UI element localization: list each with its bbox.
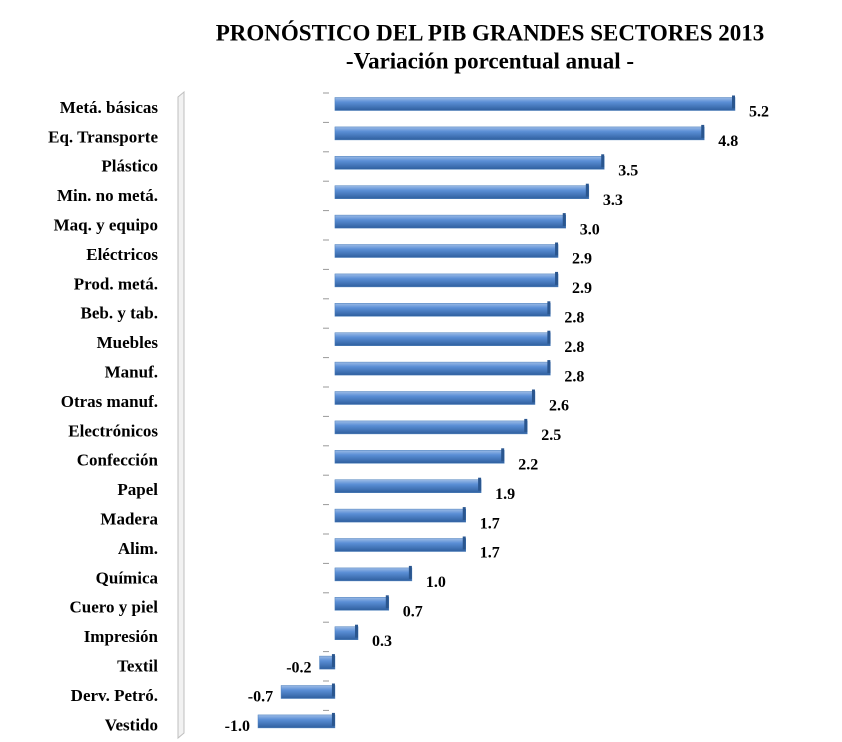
value-label: 3.3 (603, 192, 623, 209)
bar-side (547, 330, 551, 344)
bar-side (462, 507, 466, 521)
value-label: 2.9 (572, 251, 592, 268)
y-tick-label: Textil (117, 657, 158, 676)
value-label: -0.7 (248, 689, 273, 706)
y-tick-label: Eléctricos (86, 245, 158, 264)
y-tick-label: Muebles (97, 333, 159, 352)
value-label: 2.5 (541, 427, 561, 444)
bar (280, 685, 336, 699)
bar (334, 156, 605, 170)
value-label: 2.2 (518, 456, 538, 473)
bar-side (531, 389, 535, 403)
bar-side (547, 360, 551, 374)
y-tick-label: Manuf. (105, 363, 158, 382)
bar-side (501, 448, 505, 462)
value-label: 2.8 (564, 339, 584, 356)
bar (334, 420, 528, 435)
bar (334, 626, 359, 640)
y-tick-label: Papel (117, 480, 158, 499)
bar-side (555, 271, 559, 285)
y-tick-label: Química (96, 568, 159, 587)
chart-subtitle: -Variación porcentual anual - (346, 48, 634, 73)
bar (334, 361, 551, 376)
y-tick-label: Min. no metá. (57, 186, 158, 205)
value-label: 1.9 (495, 486, 515, 503)
bar (334, 597, 390, 611)
value-label: -1.0 (225, 718, 250, 735)
y-tick-label: Eq. Transporte (48, 127, 158, 146)
bar (334, 567, 413, 582)
bar (334, 185, 590, 199)
y-tick-label: Maq. y equipo (54, 216, 158, 235)
bar (334, 391, 536, 405)
bar-side (701, 124, 705, 138)
chart-title: PRONÓSTICO DEL PIB GRANDES SECTORES 2013 (216, 19, 765, 45)
value-label: 2.8 (564, 368, 584, 385)
bar-side (355, 624, 359, 638)
value-label: 3.0 (580, 221, 600, 238)
bar (334, 508, 466, 523)
bar-side (331, 712, 335, 726)
value-label: 0.7 (403, 603, 423, 620)
bar-side (562, 213, 566, 227)
y-tick-label: Confección (77, 451, 159, 470)
axis-wall (177, 90, 185, 740)
bar-side (331, 683, 335, 697)
y-tick-label: Impresión (84, 627, 159, 646)
bar (334, 538, 466, 552)
value-label: 1.7 (480, 515, 500, 532)
bar (334, 126, 705, 141)
value-label: 5.2 (749, 104, 769, 121)
bar (257, 714, 336, 729)
bar-side (524, 418, 528, 432)
value-label: 2.6 (549, 398, 569, 415)
value-label: 2.9 (572, 280, 592, 297)
y-tick-label: Beb. y tab. (81, 304, 158, 323)
bar (334, 244, 559, 258)
bar-side (732, 95, 735, 109)
bar (334, 303, 551, 317)
y-tick-label: Electrónicos (68, 421, 158, 440)
y-tick-label: Metá. básicas (60, 98, 159, 117)
bar (334, 479, 482, 493)
bar-side (547, 301, 551, 315)
bar-side (555, 242, 559, 256)
bar (334, 214, 566, 229)
bar (334, 450, 505, 464)
y-tick-label: Vestido (105, 715, 158, 734)
y-tick-label: Prod. metá. (74, 274, 158, 293)
value-label: -0.2 (286, 659, 311, 676)
bar (334, 332, 551, 346)
bar-side (585, 183, 589, 197)
y-tick-label: Alim. (118, 539, 158, 558)
value-label: 4.8 (718, 133, 738, 150)
value-label: 1.7 (480, 545, 500, 562)
bar (334, 273, 559, 288)
bar-side (462, 536, 466, 550)
bar-side (478, 477, 482, 491)
bar-side (601, 154, 605, 168)
y-tick-label: Cuero y piel (70, 598, 159, 617)
value-label: 2.8 (564, 309, 584, 326)
value-label: 1.0 (426, 574, 446, 591)
y-tick-label: Plástico (101, 157, 158, 176)
bar-side (385, 595, 389, 609)
bar-side (408, 565, 412, 579)
y-tick-label: Madera (100, 510, 158, 529)
bar-side (331, 654, 335, 668)
y-tick-label: Otras manuf. (61, 392, 158, 411)
bar (334, 97, 736, 111)
value-label: 0.3 (372, 633, 392, 650)
value-label: 3.5 (618, 162, 638, 179)
y-tick-label: Derv. Petró. (71, 686, 158, 705)
